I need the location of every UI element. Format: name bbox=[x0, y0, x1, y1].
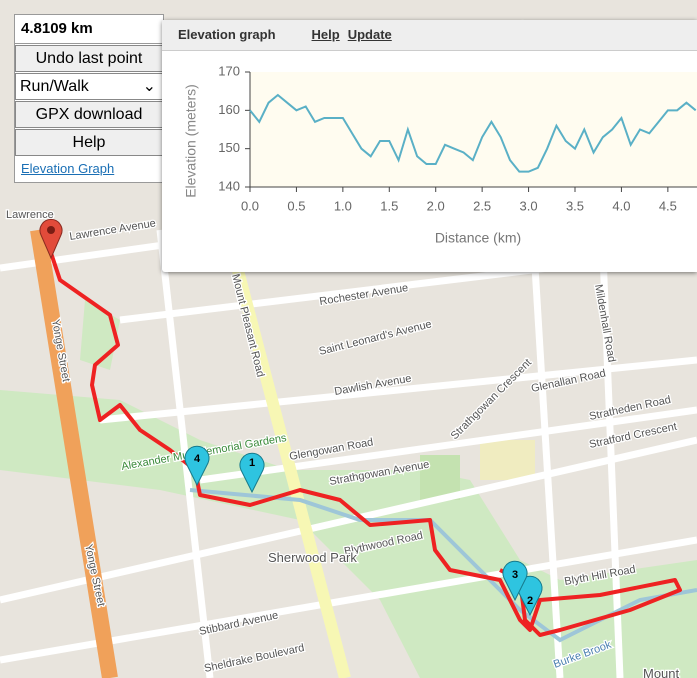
select-arrow: ⌄ bbox=[142, 78, 156, 95]
x-tick-label: 4.0 bbox=[612, 198, 630, 213]
panel-title: Elevation graph bbox=[178, 27, 276, 42]
x-tick-label: 1.0 bbox=[334, 198, 352, 213]
x-tick-label: 2.0 bbox=[427, 198, 445, 213]
x-tick-label: 2.5 bbox=[473, 198, 491, 213]
x-tick-label: 0.0 bbox=[241, 198, 259, 213]
marker-label: 3 bbox=[512, 569, 518, 581]
marker-label: 2 bbox=[527, 595, 533, 607]
elevation-line bbox=[249, 93, 697, 173]
x-tick-label: 1.5 bbox=[380, 198, 398, 213]
x-tick-label: 0.5 bbox=[287, 198, 305, 213]
mode-select[interactable]: Run/Walk ⌄ bbox=[15, 73, 163, 100]
panel-header: Elevation graph Help Update bbox=[162, 20, 697, 51]
distance: 4.8109 km bbox=[15, 15, 163, 44]
mode-value: Run/Walk bbox=[20, 78, 89, 95]
elevation-panel: Elevation graph Help Update Elevation (met… bbox=[162, 20, 697, 272]
markers[interactable]: 1 2 3 4 bbox=[184, 445, 543, 617]
y-tick-label: 150 bbox=[218, 140, 240, 155]
mount-pleasant-road bbox=[224, 238, 351, 678]
gpx-button[interactable]: GPX download bbox=[15, 101, 163, 128]
yonge-street bbox=[30, 228, 118, 678]
y-tick-label: 170 bbox=[218, 63, 240, 78]
x-axis-label: Distance (km) bbox=[435, 230, 521, 246]
panel-update[interactable]: Update bbox=[347, 27, 392, 42]
x-tick-label: 3.0 bbox=[520, 198, 538, 213]
undo-button[interactable]: Undo last point bbox=[15, 45, 163, 72]
controls: 4.8109 km Undo last point Run/Walk ⌄ GPX … bbox=[14, 14, 164, 183]
y-tick-label: 140 bbox=[218, 178, 240, 193]
x-tick-label: 4.5 bbox=[659, 198, 677, 213]
y-tick-label: 160 bbox=[218, 102, 240, 117]
help-button[interactable]: Help bbox=[15, 129, 163, 156]
map-label: Lawrence bbox=[6, 209, 54, 221]
route bbox=[48, 249, 682, 637]
plot-area bbox=[250, 72, 697, 187]
map-label: Sherwood Park bbox=[268, 550, 357, 565]
elevation-chart: Elevation (meters) Distance (km) 140 150 1… bbox=[183, 63, 697, 246]
marker-label: 4 bbox=[194, 453, 201, 465]
y-axis-label: Elevation (meters) bbox=[183, 84, 199, 198]
map-label: Mount bbox=[643, 666, 680, 678]
start-pin[interactable] bbox=[39, 218, 63, 260]
marker-label: 1 bbox=[249, 457, 255, 469]
school bbox=[480, 440, 535, 480]
x-tick-label: 3.5 bbox=[566, 198, 584, 213]
panel-help[interactable]: Help bbox=[311, 27, 340, 42]
elevation-link[interactable]: Elevation Graph bbox=[21, 161, 115, 176]
